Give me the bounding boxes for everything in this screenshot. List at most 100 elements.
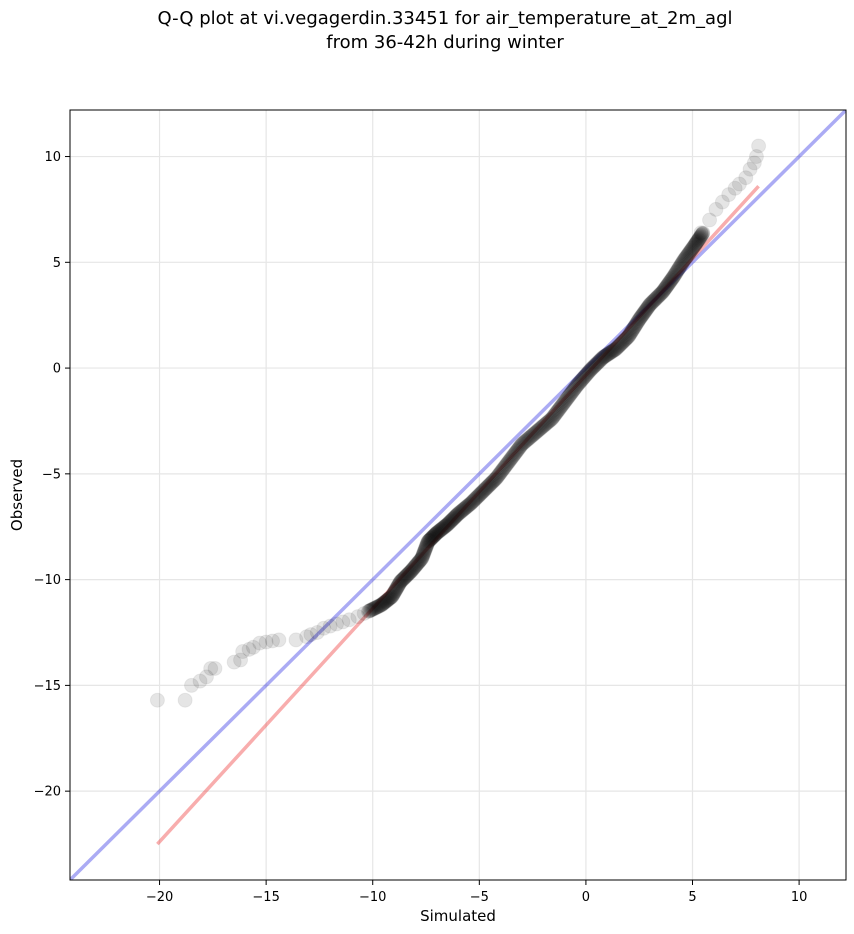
qq-point bbox=[652, 287, 668, 303]
qq-point bbox=[647, 291, 663, 307]
qq-point bbox=[322, 618, 338, 634]
qq-point bbox=[535, 418, 551, 434]
qq-point bbox=[458, 499, 474, 515]
qq-point bbox=[531, 422, 547, 438]
qq-point bbox=[360, 603, 376, 619]
qq-point bbox=[679, 248, 695, 264]
qq-point bbox=[517, 434, 533, 450]
qq-point bbox=[405, 560, 421, 576]
qq-point bbox=[693, 228, 709, 244]
qq-point bbox=[671, 259, 687, 275]
qq-point bbox=[683, 243, 699, 259]
qq-point bbox=[438, 518, 454, 534]
qq-point bbox=[431, 523, 447, 539]
qq-point bbox=[562, 387, 578, 403]
qq-point bbox=[681, 245, 697, 261]
qq-point bbox=[443, 513, 459, 529]
qq-point bbox=[408, 557, 424, 573]
qq-point bbox=[422, 532, 438, 548]
qq-point bbox=[377, 594, 393, 610]
qq-point bbox=[366, 601, 382, 617]
qq-point bbox=[630, 314, 646, 330]
qq-point bbox=[361, 603, 377, 619]
y-tick-label: 0 bbox=[53, 362, 61, 377]
qq-point bbox=[299, 629, 315, 645]
qq-point bbox=[560, 389, 576, 405]
qq-point bbox=[397, 569, 413, 585]
qq-point bbox=[379, 592, 395, 608]
qq-point bbox=[731, 176, 747, 192]
qq-point bbox=[177, 692, 193, 708]
qq-point bbox=[420, 535, 436, 551]
qq-point bbox=[625, 321, 641, 337]
qq-point bbox=[487, 471, 503, 487]
qq-point bbox=[674, 255, 690, 271]
qq-point bbox=[350, 609, 366, 625]
qq-point bbox=[693, 227, 709, 243]
qq-point bbox=[235, 644, 251, 660]
qq-point bbox=[426, 528, 442, 544]
qq-point bbox=[509, 442, 525, 458]
qq-point bbox=[386, 585, 402, 601]
qq-point bbox=[414, 549, 430, 565]
qq-point bbox=[636, 305, 652, 321]
qq-point bbox=[392, 574, 408, 590]
qq-point bbox=[448, 508, 464, 524]
qq-point bbox=[558, 393, 574, 409]
qq-point bbox=[637, 303, 653, 319]
qq-point bbox=[491, 466, 507, 482]
qq-point bbox=[656, 282, 672, 298]
qq-point bbox=[401, 565, 417, 581]
qq-point bbox=[678, 250, 694, 266]
qq-point bbox=[621, 328, 637, 344]
qq-point bbox=[649, 289, 665, 305]
qq-point bbox=[412, 552, 428, 568]
qq-point bbox=[592, 352, 608, 368]
qq-point bbox=[645, 294, 661, 310]
qq-point bbox=[463, 495, 479, 511]
qq-point bbox=[670, 262, 686, 278]
qq-point bbox=[629, 315, 645, 331]
qq-point bbox=[565, 383, 581, 399]
qq-point bbox=[526, 426, 542, 442]
qq-point bbox=[524, 428, 540, 444]
qq-point bbox=[528, 424, 544, 440]
qq-point bbox=[507, 446, 523, 462]
qq-point bbox=[532, 421, 548, 437]
qq-point bbox=[271, 632, 287, 648]
qq-point bbox=[457, 500, 473, 516]
qq-point bbox=[596, 349, 612, 365]
qq-point bbox=[708, 201, 724, 217]
x-tick-label: −20 bbox=[146, 890, 173, 905]
qq-point bbox=[241, 641, 257, 657]
qq-point bbox=[606, 342, 622, 358]
qq-point bbox=[453, 504, 469, 520]
qq-point bbox=[604, 343, 620, 359]
x-tick-label: −5 bbox=[470, 890, 489, 905]
qq-point bbox=[370, 599, 386, 615]
qq-point bbox=[541, 414, 557, 430]
qq-point bbox=[616, 333, 632, 349]
qq-point bbox=[465, 494, 481, 510]
qq-point bbox=[388, 581, 404, 597]
qq-point bbox=[447, 509, 463, 525]
qq-point bbox=[452, 505, 468, 521]
qq-point bbox=[378, 593, 394, 609]
qq-point bbox=[427, 527, 443, 543]
qq-point bbox=[448, 508, 464, 524]
qq-point bbox=[585, 359, 601, 375]
qq-point bbox=[411, 553, 427, 569]
qq-point bbox=[387, 583, 403, 599]
qq-point bbox=[641, 298, 657, 314]
qq-point bbox=[416, 543, 432, 559]
qq-point bbox=[552, 400, 568, 416]
qq-point bbox=[428, 526, 444, 542]
x-tick-label: 10 bbox=[791, 890, 808, 905]
qq-point bbox=[682, 244, 698, 260]
qq-point bbox=[437, 518, 453, 534]
qq-point bbox=[461, 497, 477, 513]
chart-title-line-1: Q-Q plot at vi.vegagerdin.33451 for air_… bbox=[158, 8, 733, 29]
qq-point bbox=[184, 677, 200, 693]
qq-point bbox=[544, 411, 560, 427]
qq-point bbox=[408, 558, 424, 574]
